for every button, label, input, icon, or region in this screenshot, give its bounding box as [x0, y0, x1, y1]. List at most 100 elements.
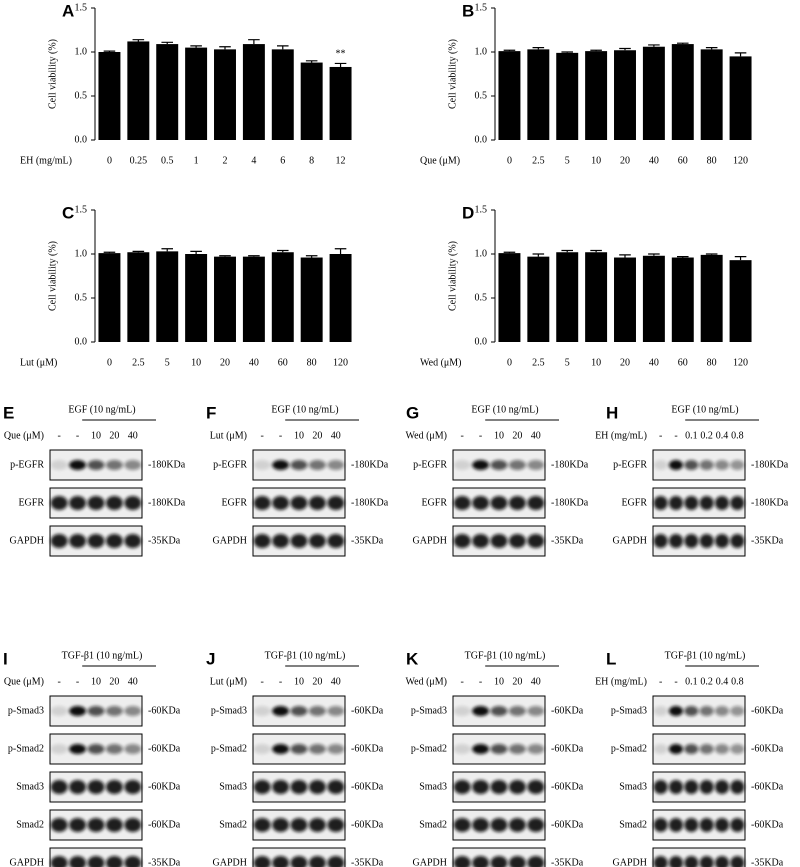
x-tick-label: 6	[280, 155, 285, 166]
lane-label: -	[461, 430, 464, 441]
x-tick-label: 5	[565, 155, 570, 166]
lane-label: 20	[312, 676, 322, 687]
treatment-label: TGF-β1 (10 ng/mL)	[665, 650, 746, 661]
lane-label: -	[479, 430, 482, 441]
protein-label: Smad2	[419, 819, 447, 830]
x-tick-label: 4	[251, 155, 256, 166]
size-label: -60KDa	[751, 819, 784, 830]
bar	[98, 52, 121, 140]
error-bar	[334, 248, 347, 254]
x-tick-label: 10	[191, 357, 201, 368]
lane-label: 0.4	[716, 430, 729, 441]
band	[272, 780, 290, 794]
x-tick-label: 0.25	[130, 155, 148, 166]
band	[308, 780, 326, 794]
bar	[271, 252, 294, 342]
blot-row	[452, 771, 546, 803]
y-axis-label: Cell viability (%)	[47, 39, 58, 109]
blot-row	[252, 809, 346, 841]
band	[290, 818, 308, 832]
x-tick-label: 2.5	[532, 155, 545, 166]
band	[684, 856, 699, 867]
size-label: -180KDa	[148, 459, 186, 470]
bar	[527, 49, 550, 140]
protein-label: p-Smad3	[611, 705, 647, 716]
bar	[671, 257, 694, 342]
lane-label: -	[674, 430, 677, 441]
blot-row	[452, 809, 546, 841]
y-tick-label: 1.5	[475, 204, 488, 215]
treatment-label: TGF-β1 (10 ng/mL)	[62, 650, 143, 661]
bar	[185, 47, 208, 140]
y-axis-label: Cell viability (%)	[447, 241, 458, 311]
band	[653, 460, 668, 470]
band	[253, 744, 271, 754]
y-tick-label: 0.5	[75, 292, 88, 303]
band	[105, 706, 123, 716]
band	[124, 744, 142, 754]
bar	[329, 254, 352, 342]
size-label: -35KDa	[551, 857, 584, 867]
band	[327, 706, 345, 716]
size-label: -60KDa	[551, 743, 584, 754]
band	[508, 780, 526, 794]
band	[490, 856, 508, 867]
lane-label: -	[479, 676, 482, 687]
treatment-label: EGF (10 ng/mL)	[68, 404, 135, 415]
x-tick-label: 40	[249, 357, 259, 368]
protein-label: Smad2	[16, 819, 44, 830]
size-label: -35KDa	[751, 857, 784, 867]
error-bar	[161, 41, 173, 45]
band	[714, 780, 730, 794]
size-label: -180KDa	[148, 497, 186, 508]
band	[290, 534, 308, 548]
protein-label: p-Smad3	[211, 705, 247, 716]
band	[684, 460, 699, 470]
band	[308, 706, 326, 716]
bar	[127, 252, 150, 342]
lane-label: -	[461, 676, 464, 687]
y-axis-label: Cell viability (%)	[47, 241, 58, 311]
bar	[671, 44, 694, 140]
x-tick-label: 5	[565, 357, 570, 368]
lane-label: 10	[294, 676, 304, 687]
band	[472, 706, 490, 716]
error-bar	[705, 253, 718, 255]
band	[699, 856, 714, 867]
x-tick-label: 2.5	[532, 357, 545, 368]
protein-label: GAPDH	[613, 535, 647, 546]
treatment-label: TGF-β1 (10 ng/mL)	[265, 650, 346, 661]
band	[684, 818, 699, 832]
band	[699, 534, 714, 548]
x-tick-label: 80	[707, 155, 717, 166]
band	[69, 744, 87, 754]
treatment-label: EGF (10 ng/mL)	[671, 404, 738, 415]
y-tick-label: 1.0	[75, 248, 88, 259]
error-bar	[190, 45, 202, 48]
panel-letter: A	[62, 1, 74, 20]
protein-label: EGFR	[621, 497, 647, 508]
band	[87, 856, 105, 867]
y-tick-label: 0.5	[75, 90, 88, 101]
band	[87, 496, 105, 510]
x-tick-label: 60	[678, 155, 688, 166]
size-label: -60KDa	[148, 819, 181, 830]
blot-row	[49, 771, 143, 803]
size-label: -180KDa	[551, 497, 589, 508]
lane-label: 0.8	[731, 676, 744, 687]
band	[490, 780, 508, 794]
band	[508, 460, 526, 470]
error-bar	[532, 253, 545, 257]
x-tick-label: 10	[591, 155, 601, 166]
blot-membrane	[652, 733, 746, 765]
band	[327, 856, 345, 867]
x-axis-label: Wed (μM)	[420, 357, 462, 368]
error-bar	[103, 50, 116, 52]
x-tick-label: 10	[591, 357, 601, 368]
y-tick-label: 0.0	[475, 134, 488, 145]
band	[472, 818, 490, 832]
protein-label: GAPDH	[10, 535, 44, 546]
protein-label: GAPDH	[613, 857, 647, 867]
lane-label: 20	[312, 430, 322, 441]
band	[653, 534, 668, 548]
